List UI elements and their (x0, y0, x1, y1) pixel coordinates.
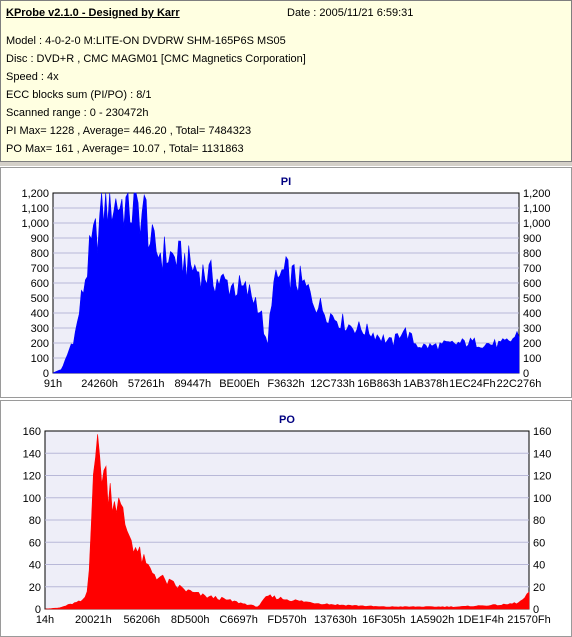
y-tick-label-right: 60 (533, 537, 545, 549)
y-tick-label-left: 160 (23, 426, 41, 438)
scan-date: Date : 2005/11/21 6:59:31 (287, 7, 414, 19)
y-tick-label-right: 1,100 (523, 203, 551, 215)
pi-chart: PI 0 0 100 100 200 200 300 300 400 400 500 500 600 600… (21, 176, 551, 390)
x-tick-label: 20021h (75, 614, 112, 626)
y-tick-label-left: 1,200 (21, 188, 49, 200)
y-tick-label-left: 600 (31, 278, 49, 290)
y-tick-label-left: 40 (29, 560, 41, 572)
y-tick-label-left: 200 (31, 338, 49, 350)
pi-chart-panel: PI 0 0 100 100 200 200 300 300 400 400 500 500 600 600… (0, 167, 572, 398)
x-tick-label: 1A5902h (410, 614, 454, 626)
y-tick-label-right: 300 (523, 323, 541, 335)
y-tick-label-right: 20 (533, 582, 545, 594)
disc-info: Disc : DVD+R , CMC MAGM01 [CMC Magnetics… (6, 53, 306, 65)
po-stats: PO Max= 161 , Average= 10.07 , Total= 11… (6, 143, 244, 155)
y-tick-label-right: 1,000 (523, 218, 551, 230)
x-tick-label: FD570h (267, 614, 306, 626)
y-tick-label-left: 80 (29, 515, 41, 527)
y-tick-label-right: 400 (523, 308, 541, 320)
x-tick-label: F3632h (267, 378, 304, 390)
y-tick-label-right: 0 (533, 604, 539, 616)
x-tick-label: 21570Fh (507, 614, 550, 626)
x-tick-label: 22C276h (497, 378, 542, 390)
x-tick-label: 57261h (128, 378, 165, 390)
y-tick-label-left: 60 (29, 537, 41, 549)
y-tick-label-left: 1,000 (21, 218, 49, 230)
y-tick-label-right: 40 (533, 560, 545, 572)
x-tick-label: 91h (44, 378, 62, 390)
x-tick-label: 1EC24Fh (449, 378, 495, 390)
x-tick-label: 89447h (174, 378, 211, 390)
y-tick-label-left: 20 (29, 582, 41, 594)
po-chart: PO 0 0 20 20 40 40 60 60 80 80 100 100 120 120 140 140 16… (23, 414, 552, 626)
y-tick-label-left: 120 (23, 471, 41, 483)
y-tick-label-right: 600 (523, 278, 541, 290)
x-tick-label: 16F305h (362, 614, 405, 626)
info-panel: KProbe v2.1.0 - Designed by Karr Date : … (0, 0, 572, 162)
x-tick-label: C6697h (219, 614, 258, 626)
y-tick-label-left: 900 (31, 233, 49, 245)
y-tick-label-right: 800 (523, 248, 541, 260)
y-tick-label-right: 100 (533, 493, 551, 505)
y-tick-label-left: 300 (31, 323, 49, 335)
app-title: KProbe v2.1.0 - Designed by Karr (6, 7, 180, 19)
drive-model: Model : 4-0-2-0 M:LITE-ON DVDRW SHM-165P… (6, 35, 286, 47)
data-area (44, 434, 530, 610)
y-tick-label-left: 140 (23, 448, 41, 460)
x-tick-label: 8D500h (171, 614, 210, 626)
ecc-blocks: ECC blocks sum (PI/PO) : 8/1 (6, 89, 152, 101)
scanned-range: Scanned range : 0 - 230472h (6, 107, 149, 119)
chart-title: PO (279, 414, 295, 426)
y-tick-label-right: 120 (533, 471, 551, 483)
po-chart-panel: PO 0 0 20 20 40 40 60 60 80 80 100 100 120 120 140 140 16… (0, 400, 572, 637)
x-tick-label: 1AB378h (403, 378, 448, 390)
y-tick-label-right: 160 (533, 426, 551, 438)
y-tick-label-right: 700 (523, 263, 541, 275)
y-tick-label-right: 0 (523, 368, 529, 380)
x-tick-label: 1DE1F4h (457, 614, 503, 626)
x-tick-label: 14h (36, 614, 54, 626)
y-tick-label-left: 800 (31, 248, 49, 260)
pi-stats: PI Max= 1228 , Average= 446.20 , Total= … (6, 125, 252, 137)
data-area (52, 191, 520, 374)
y-tick-label-right: 200 (523, 338, 541, 350)
y-tick-label-right: 900 (523, 233, 541, 245)
x-tick-label: 16B863h (357, 378, 401, 390)
x-tick-label: 24260h (81, 378, 118, 390)
y-tick-label-right: 100 (523, 353, 541, 365)
scan-speed: Speed : 4x (6, 71, 59, 83)
y-tick-label-right: 500 (523, 293, 541, 305)
y-tick-label-right: 80 (533, 515, 545, 527)
y-tick-label-right: 140 (533, 448, 551, 460)
panel-separator (0, 162, 572, 166)
y-tick-label-left: 500 (31, 293, 49, 305)
y-tick-label-right: 1,200 (523, 188, 551, 200)
chart-title: PI (281, 176, 291, 188)
y-tick-label-left: 100 (31, 353, 49, 365)
y-tick-label-left: 400 (31, 308, 49, 320)
x-tick-label: 56206h (123, 614, 160, 626)
y-tick-label-left: 0 (35, 604, 41, 616)
x-tick-label: BE00Eh (219, 378, 259, 390)
x-tick-label: 12C733h (310, 378, 355, 390)
y-tick-label-left: 700 (31, 263, 49, 275)
y-tick-label-left: 0 (43, 368, 49, 380)
x-tick-label: 137630h (314, 614, 357, 626)
y-tick-label-left: 100 (23, 493, 41, 505)
y-tick-label-left: 1,100 (21, 203, 49, 215)
